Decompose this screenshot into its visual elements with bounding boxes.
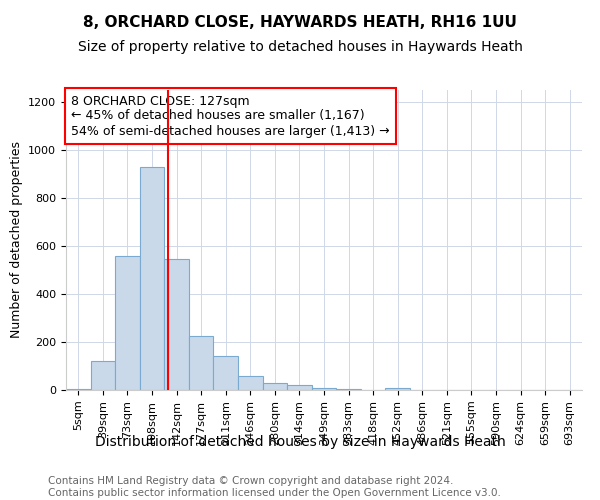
Bar bbox=[312, 388, 336, 390]
Text: Distribution of detached houses by size in Haywards Heath: Distribution of detached houses by size … bbox=[95, 435, 505, 449]
Text: Contains HM Land Registry data © Crown copyright and database right 2024.
Contai: Contains HM Land Registry data © Crown c… bbox=[48, 476, 501, 498]
Text: 8, ORCHARD CLOSE, HAYWARDS HEATH, RH16 1UU: 8, ORCHARD CLOSE, HAYWARDS HEATH, RH16 1… bbox=[83, 15, 517, 30]
Bar bbox=[164, 259, 189, 390]
Bar bbox=[115, 256, 140, 390]
Text: Size of property relative to detached houses in Haywards Heath: Size of property relative to detached ho… bbox=[77, 40, 523, 54]
Y-axis label: Number of detached properties: Number of detached properties bbox=[10, 142, 23, 338]
Bar bbox=[189, 336, 214, 390]
Text: 8 ORCHARD CLOSE: 127sqm
← 45% of detached houses are smaller (1,167)
54% of semi: 8 ORCHARD CLOSE: 127sqm ← 45% of detache… bbox=[71, 94, 390, 138]
Bar bbox=[336, 389, 361, 390]
Bar bbox=[287, 384, 312, 390]
Bar bbox=[66, 389, 91, 390]
Bar bbox=[385, 388, 410, 390]
Bar bbox=[140, 167, 164, 390]
Bar bbox=[238, 376, 263, 390]
Bar bbox=[263, 383, 287, 390]
Bar bbox=[214, 356, 238, 390]
Bar bbox=[91, 361, 115, 390]
